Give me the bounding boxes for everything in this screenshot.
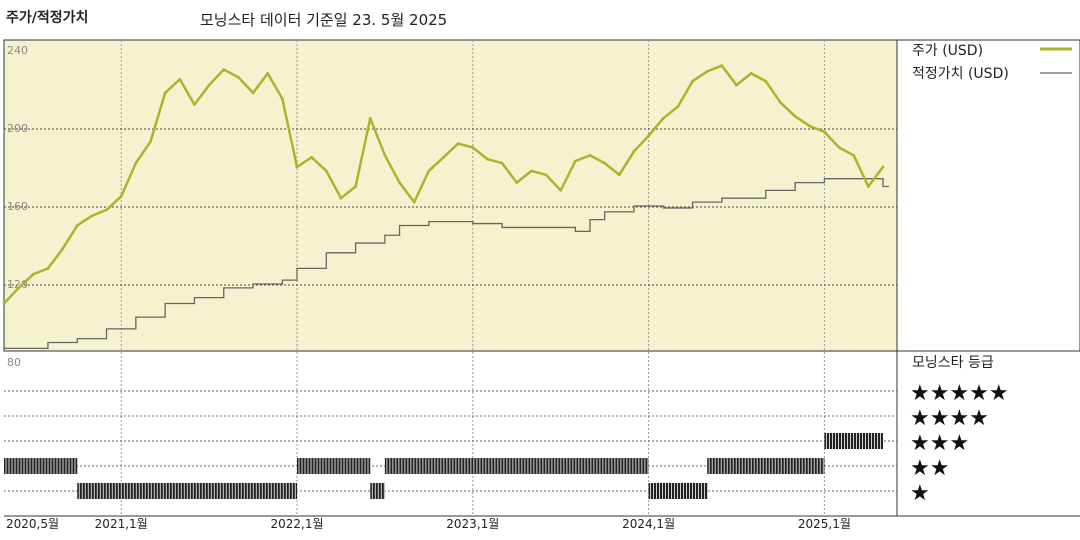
stock-price-point [866,185,870,188]
x-tick-label: 2020,5월 [6,517,59,531]
stock-price-point [163,91,167,95]
stock-price-point [705,70,709,73]
stock-price-point [237,75,240,79]
stock-price-point [735,83,738,87]
stock-price-point [222,68,226,71]
x-tick-label: 2021,1월 [95,517,148,531]
rating-star-label: ★★★ [910,431,969,456]
stock-price-point [134,161,138,165]
y-tick-label: 200 [7,122,28,135]
y-tick-label: 160 [7,200,28,213]
stock-price-point [207,83,211,87]
stock-price-point [588,153,592,157]
chart-section-title: 주가/적정가치 [6,10,89,26]
x-tick-label: 2024,1월 [622,517,675,531]
stock-price-point [339,196,343,200]
stock-price-point [90,214,94,218]
rating-star-label: ★★★★★ [910,381,1009,406]
stock-price-point [280,97,284,101]
y-tick-label: 120 [7,278,28,291]
stock-price-point [295,165,299,169]
legend-label-fair-value: 적정가치 (USD) [912,66,1009,82]
stock-price-point [193,103,196,106]
stock-price-point [46,267,50,270]
stock-price-point [559,189,563,192]
rating-period-bar [297,458,371,474]
stock-price-point [632,150,636,153]
stock-price-point [251,91,255,95]
stock-price-point [368,116,372,120]
stock-price-point [852,153,856,157]
stock-price-point [530,169,533,173]
stock-price-point [31,272,35,276]
stock-price-point [647,134,650,138]
legend-label-price: 주가 (USD) [912,43,983,59]
stock-price-point [310,155,314,159]
upper-panel-border [3,39,1080,352]
stock-price-point [515,181,519,185]
data-date-subtitle: 모닝스타 데이터 기준일 23. 5월 2025 [200,11,448,29]
rating-period-bar [4,458,78,474]
stock-price-point [881,165,885,169]
stock-price-point [661,116,665,120]
rating-period-bar [384,458,649,474]
upper-panel-background [4,40,897,351]
stock-price-point [573,159,577,163]
stock-price-point [808,124,812,128]
x-tick-label: 2025,1월 [798,517,851,531]
stock-price-point [61,247,64,251]
stock-price-point [500,161,504,165]
stock-price-point [119,194,123,198]
stock-price-point [442,155,445,159]
x-tick-label: 2022,1월 [270,517,323,531]
stock-price-point [149,140,152,144]
stock-price-point [427,169,431,173]
rating-star-label: ★★ [910,456,949,481]
stock-price-point [75,224,79,227]
rating-star-label: ★ [910,481,930,506]
stock-price-point [2,302,6,305]
stock-price-point [720,64,724,67]
stock-price-point [471,146,475,149]
stock-price-point [412,200,416,204]
rating-star-label: ★★★★ [910,406,989,431]
stock-price-point [354,185,357,188]
x-tick-label: 2023,1월 [446,517,499,531]
stock-price-point [617,173,621,177]
stock-price-point [544,173,548,177]
stock-price-point [324,169,328,173]
stock-price-point [266,72,270,75]
stock-price-point [823,130,826,134]
stock-price-point [749,72,753,75]
stock-price-point [398,181,401,185]
y-tick-label: 80 [7,356,21,369]
stock-price-point [603,161,607,165]
fair-value-line [4,178,889,349]
stock-price-point [691,79,694,83]
stock-price-point [486,157,489,161]
stock-price-point [383,153,387,157]
rating-panel-title: 모닝스타 등급 [912,355,994,371]
stock-price-point [779,101,782,104]
stock-price-point [764,79,768,83]
stock-price-point [105,208,108,212]
stock-price-point [793,114,797,118]
y-tick-label: 240 [7,44,28,57]
stock-price-point [178,77,182,81]
stock-price-point [837,146,841,149]
stock-price-point [456,142,460,146]
stock-price-point [17,286,21,290]
stock-price-point [676,105,680,108]
